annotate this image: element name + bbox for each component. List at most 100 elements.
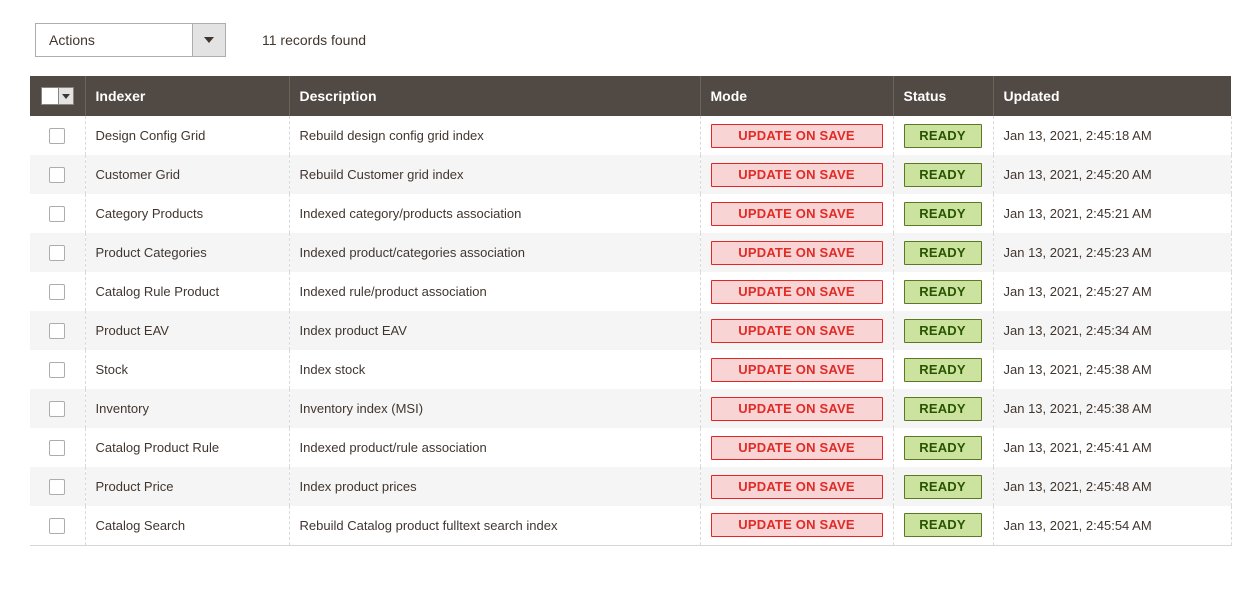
- actions-dropdown[interactable]: Actions: [35, 23, 226, 57]
- table-row: Customer Grid Rebuild Customer grid inde…: [30, 155, 1232, 194]
- indexer-cell: Catalog Product Rule: [84, 428, 289, 467]
- mode-cell: UPDATE ON SAVE: [699, 350, 893, 389]
- indexer-cell: Product Price: [84, 467, 289, 506]
- indexer-cell: Design Config Grid: [84, 116, 289, 155]
- table-row: Catalog Rule Product Indexed rule/produc…: [30, 272, 1232, 311]
- mode-cell: UPDATE ON SAVE: [699, 272, 893, 311]
- description-cell: Indexed product/rule association: [288, 428, 700, 467]
- row-checkbox[interactable]: [49, 517, 66, 534]
- description-cell: Inventory index (MSI): [288, 389, 700, 428]
- mode-badge: UPDATE ON SAVE: [710, 513, 883, 538]
- description-cell: Indexed rule/product association: [288, 272, 700, 311]
- row-checkbox[interactable]: [49, 361, 66, 378]
- description-cell: Indexed product/categories association: [288, 233, 700, 272]
- table-row: Product Categories Indexed product/categ…: [30, 233, 1232, 272]
- row-select-cell: [30, 389, 85, 428]
- row-select-cell: [30, 233, 85, 272]
- header-indexer: Indexer: [84, 76, 289, 116]
- table-header: Indexer Description Mode Status Updated: [30, 76, 1231, 116]
- actions-dropdown-button[interactable]: [192, 24, 225, 56]
- row-checkbox[interactable]: [49, 439, 66, 456]
- description-cell: Rebuild Customer grid index: [288, 155, 700, 194]
- row-select-cell: [30, 155, 85, 194]
- row-select-cell: [30, 272, 85, 311]
- status-badge: READY: [903, 240, 982, 265]
- row-checkbox[interactable]: [49, 205, 66, 222]
- select-all-control[interactable]: [40, 87, 74, 106]
- status-badge: READY: [903, 279, 982, 304]
- row-select-cell: [30, 467, 85, 506]
- updated-cell: Jan 13, 2021, 2:45:48 AM: [992, 467, 1232, 506]
- status-cell: READY: [892, 233, 993, 272]
- status-badge: READY: [903, 357, 982, 382]
- indexer-table-body: Design Config Grid Rebuild design config…: [30, 116, 1232, 546]
- indexer-cell: Product EAV: [84, 311, 289, 350]
- status-badge: READY: [903, 318, 982, 343]
- mode-cell: UPDATE ON SAVE: [699, 155, 893, 194]
- indexer-table: Indexer Description Mode Status Updated …: [30, 76, 1232, 546]
- mode-badge: UPDATE ON SAVE: [710, 240, 883, 265]
- mode-cell: UPDATE ON SAVE: [699, 389, 893, 428]
- status-cell: READY: [892, 194, 993, 233]
- status-badge: READY: [903, 396, 982, 421]
- indexer-cell: Product Categories: [84, 233, 289, 272]
- status-badge: READY: [903, 474, 982, 499]
- row-checkbox[interactable]: [49, 478, 66, 495]
- mode-badge: UPDATE ON SAVE: [710, 162, 883, 187]
- mode-badge: UPDATE ON SAVE: [710, 474, 883, 499]
- mode-cell: UPDATE ON SAVE: [699, 311, 893, 350]
- table-row: Catalog Product Rule Indexed product/rul…: [30, 428, 1232, 467]
- table-row: Product EAV Index product EAV UPDATE ON …: [30, 311, 1232, 350]
- status-cell: READY: [892, 272, 993, 311]
- row-select-cell: [30, 311, 85, 350]
- status-badge: READY: [903, 162, 982, 187]
- row-checkbox[interactable]: [49, 322, 66, 339]
- row-checkbox[interactable]: [49, 127, 66, 144]
- mode-badge: UPDATE ON SAVE: [710, 435, 883, 460]
- table-row: Product Price Index product prices UPDAT…: [30, 467, 1232, 506]
- row-checkbox[interactable]: [49, 166, 66, 183]
- indexer-cell: Stock: [84, 350, 289, 389]
- status-badge: READY: [903, 513, 982, 538]
- indexer-grid-page: Actions 11 records found: [30, 23, 1232, 546]
- chevron-down-icon: [204, 37, 214, 43]
- row-select-cell: [30, 428, 85, 467]
- mode-cell: UPDATE ON SAVE: [699, 428, 893, 467]
- row-select-cell: [30, 116, 85, 155]
- description-cell: Index product EAV: [288, 311, 700, 350]
- row-select-cell: [30, 194, 85, 233]
- header-updated: Updated: [992, 76, 1231, 116]
- table-row: Stock Index stock UPDATE ON SAVE READY J…: [30, 350, 1232, 389]
- header-select-cell: [30, 76, 85, 116]
- table-row: Design Config Grid Rebuild design config…: [30, 116, 1232, 155]
- select-all-checkbox[interactable]: [40, 87, 58, 106]
- row-select-cell: [30, 506, 85, 546]
- table-row: Category Products Indexed category/produ…: [30, 194, 1232, 233]
- header-status: Status: [892, 76, 993, 116]
- records-count: 11 records found: [262, 32, 367, 48]
- grid-toolbar: Actions 11 records found: [35, 23, 1231, 57]
- row-select-cell: [30, 350, 85, 389]
- actions-dropdown-label: Actions: [49, 32, 95, 48]
- updated-cell: Jan 13, 2021, 2:45:54 AM: [992, 506, 1232, 546]
- updated-cell: Jan 13, 2021, 2:45:18 AM: [992, 116, 1232, 155]
- header-description: Description: [288, 76, 700, 116]
- updated-cell: Jan 13, 2021, 2:45:20 AM: [992, 155, 1232, 194]
- select-all-dropdown-button[interactable]: [57, 87, 74, 106]
- description-cell: Index stock: [288, 350, 700, 389]
- row-checkbox[interactable]: [49, 400, 66, 417]
- status-cell: READY: [892, 389, 993, 428]
- status-cell: READY: [892, 506, 993, 546]
- mode-badge: UPDATE ON SAVE: [710, 318, 883, 343]
- table-row: Inventory Inventory index (MSI) UPDATE O…: [30, 389, 1232, 428]
- description-cell: Indexed category/products association: [288, 194, 700, 233]
- updated-cell: Jan 13, 2021, 2:45:34 AM: [992, 311, 1232, 350]
- status-cell: READY: [892, 350, 993, 389]
- indexer-cell: Inventory: [84, 389, 289, 428]
- updated-cell: Jan 13, 2021, 2:45:38 AM: [992, 389, 1232, 428]
- mode-badge: UPDATE ON SAVE: [710, 279, 883, 304]
- row-checkbox[interactable]: [49, 244, 66, 261]
- updated-cell: Jan 13, 2021, 2:45:27 AM: [992, 272, 1232, 311]
- status-cell: READY: [892, 311, 993, 350]
- row-checkbox[interactable]: [49, 283, 66, 300]
